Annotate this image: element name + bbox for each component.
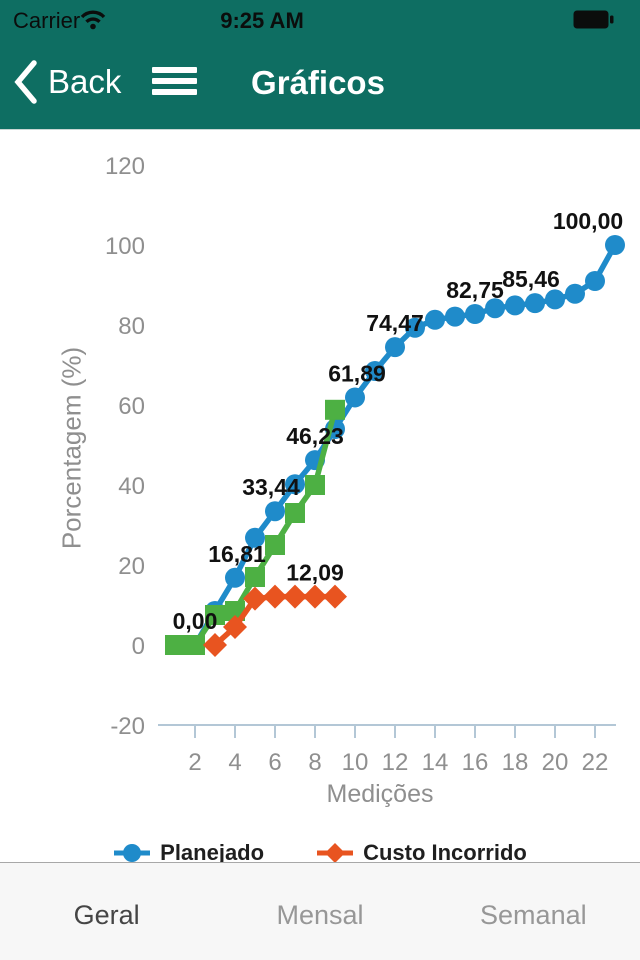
x-tick-label: 12 — [382, 749, 409, 776]
data-point — [285, 503, 305, 523]
data-point-label: 82,75 — [446, 277, 504, 303]
chart-area: 2 4 6 8 10 12 14 16 18 20 22 -20 0 20 40 60 80 100 120 0,00… — [0, 130, 640, 865]
data-point-label: 61,89 — [328, 360, 386, 386]
x-tick-label: 16 — [462, 749, 489, 776]
tab-mensal[interactable]: Mensal — [276, 900, 364, 930]
data-point — [265, 501, 285, 522]
data-point-label: 100,00 — [553, 208, 623, 234]
x-axis-label: Medições — [326, 780, 434, 808]
data-point — [203, 633, 227, 657]
diamond-legend-marker-icon — [317, 843, 354, 863]
data-point — [303, 584, 327, 609]
data-point — [605, 235, 625, 255]
data-point-label: 16,81 — [208, 541, 266, 567]
data-point — [345, 387, 365, 408]
x-tick-label: 2 — [188, 749, 201, 776]
data-point — [283, 584, 307, 609]
tab-semanal[interactable]: Semanal — [480, 900, 587, 930]
data-point — [245, 527, 265, 548]
data-point — [525, 293, 545, 314]
data-point-label: 0,00 — [173, 608, 218, 634]
back-label: Back — [48, 63, 122, 100]
legend-item: Custo Incorrido — [316, 840, 527, 866]
chart-legend: Planejado Custo Incorrido — [0, 840, 640, 866]
x-tick-label: 18 — [502, 749, 529, 776]
y-tick-label: 40 — [118, 473, 145, 500]
nav-bar: Back Gráficos — [0, 40, 640, 130]
y-tick-label: 0 — [132, 633, 145, 660]
tab-geral[interactable]: Geral — [73, 900, 140, 930]
back-button[interactable]: Back — [14, 60, 121, 104]
data-point — [305, 475, 325, 495]
y-tick-label: 20 — [118, 553, 145, 580]
x-tick-label: 8 — [308, 749, 321, 776]
data-point — [405, 317, 425, 338]
x-tick-label: 20 — [542, 749, 569, 776]
y-tick-label: -20 — [110, 713, 145, 740]
hamburger-menu-button[interactable] — [152, 67, 198, 97]
data-point — [185, 635, 205, 655]
data-point — [265, 535, 285, 555]
data-point — [225, 567, 245, 588]
series-line — [192, 242, 618, 648]
data-point-label: 33,44 — [242, 474, 300, 500]
data-point — [365, 361, 385, 381]
x-tick-label: 4 — [228, 749, 241, 776]
data-point — [205, 605, 225, 625]
carrier-label: Carrier — [13, 8, 81, 33]
y-tick-label: 80 — [118, 313, 145, 340]
data-point — [565, 283, 585, 304]
data-point — [285, 474, 305, 495]
data-point — [485, 298, 505, 319]
data-point — [263, 584, 287, 609]
data-point — [323, 584, 347, 609]
x-tick-label: 10 — [342, 749, 369, 776]
y-tick-label: 60 — [118, 393, 145, 420]
data-point — [585, 271, 605, 291]
legend-label: Planejado — [160, 840, 265, 865]
data-point — [505, 295, 525, 316]
data-point — [243, 586, 267, 611]
data-point — [545, 289, 565, 310]
data-point-label: 46,23 — [286, 423, 344, 449]
y-tick-label: 100 — [105, 233, 145, 260]
x-tick-label: 14 — [422, 749, 449, 776]
data-point — [223, 615, 247, 639]
data-point — [385, 337, 405, 358]
battery-icon — [573, 10, 614, 29]
y-tick-label: 120 — [105, 153, 145, 180]
data-point — [165, 635, 185, 655]
bottom-tab-bar: Geral Mensal Semanal — [0, 862, 640, 960]
back-chevron-icon — [14, 60, 38, 104]
circle-legend-marker-icon — [114, 844, 151, 862]
x-tick-label: 6 — [268, 749, 281, 776]
x-tick-label: 22 — [582, 749, 609, 776]
data-point-label: 85,46 — [502, 266, 560, 292]
page-title: Gráficos — [251, 64, 385, 101]
data-point-label: 74,47 — [366, 310, 424, 336]
legend-label: Custo Incorrido — [363, 840, 527, 865]
data-point — [425, 309, 445, 330]
data-point — [325, 399, 345, 420]
wifi-icon — [80, 8, 106, 30]
status-bar: Carrier 9:25 AM — [0, 0, 640, 40]
data-point — [445, 306, 465, 327]
legend-item: Planejado — [113, 840, 264, 866]
y-axis-label: Porcentagem (%) — [56, 346, 87, 550]
status-time: 9:25 AM — [220, 8, 304, 33]
chart-canvas: 2 4 6 8 10 12 14 16 18 20 22 -20 0 20 40 60 80 100 120 0,00… — [105, 153, 625, 776]
data-point-label: 12,09 — [286, 560, 344, 586]
data-point — [245, 567, 265, 587]
data-point — [465, 304, 485, 324]
